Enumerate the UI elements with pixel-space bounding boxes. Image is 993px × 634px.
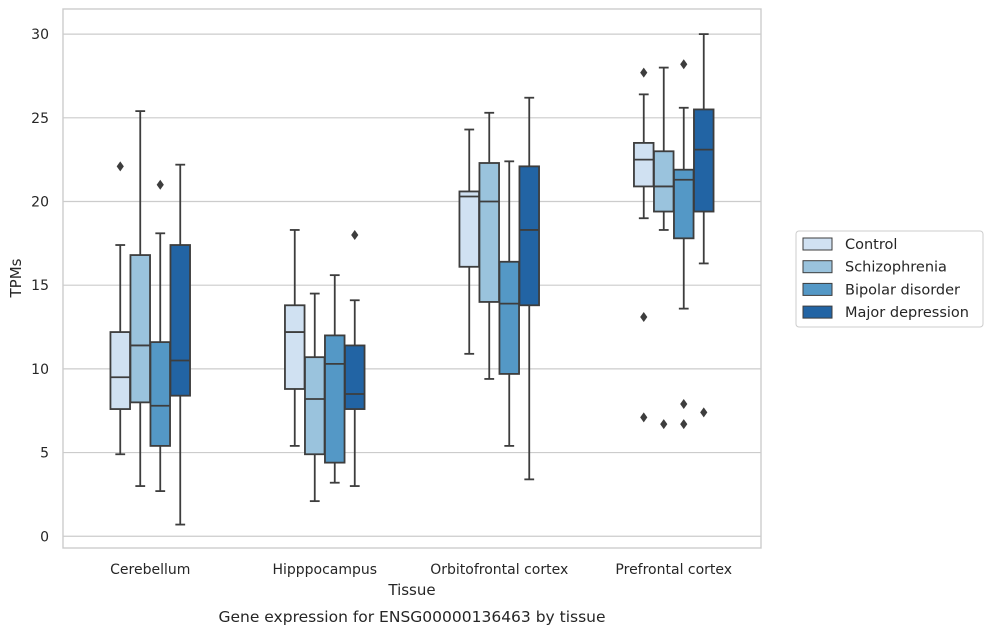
box-iqr (149, 341, 171, 447)
box-iqr (324, 334, 346, 464)
x-axis-ticks: Cerebellum Hipppocampus Orbitofrontal cort… (110, 562, 732, 578)
box-iqr (633, 142, 655, 188)
outlier-point (116, 161, 124, 172)
outlier-point (680, 419, 688, 430)
box (284, 229, 306, 447)
legend-label: Bipolar disorder (845, 282, 960, 298)
box-iqr (129, 254, 151, 404)
legend-swatch (802, 282, 833, 296)
outlier-point (660, 419, 668, 430)
legend-swatch (802, 305, 833, 319)
box (498, 160, 520, 447)
x-tick-label: Hipppocampus (272, 562, 377, 578)
x-axis-title: Tissue (387, 581, 435, 599)
box (518, 96, 540, 481)
box-iqr (498, 260, 520, 375)
x-tick-label: Orbitofrontal cortex (430, 562, 568, 578)
box-iqr (304, 356, 326, 456)
box (478, 111, 500, 380)
plot-frame (62, 8, 762, 549)
legend-swatch (802, 260, 833, 274)
outlier-point (640, 312, 648, 322)
outlier-point (640, 412, 648, 423)
figure-caption: Gene expression for ENSG00000136463 by t… (218, 608, 605, 626)
x-tick-label: Prefrontal cortex (615, 562, 732, 578)
box-iqr (458, 190, 480, 268)
y-tick-label: 5 (40, 446, 49, 462)
box (169, 163, 191, 526)
y-axis-ticks: 0 5 10 15 20 25 30 (31, 27, 49, 545)
outlier-point (680, 399, 688, 410)
box-iqr (653, 150, 675, 213)
legend-frame (795, 230, 984, 328)
y-tick-label: 20 (31, 195, 49, 211)
legend-label: Control (845, 237, 897, 253)
box (344, 229, 366, 487)
box (673, 59, 695, 430)
box-iqr (518, 165, 540, 307)
outlier-point (351, 229, 359, 240)
plot-area (63, 9, 761, 548)
box (633, 67, 655, 423)
box (693, 33, 715, 418)
box-iqr (478, 162, 500, 303)
y-tick-label: 25 (31, 111, 49, 127)
box-iqr (109, 331, 131, 410)
box-iqr (284, 304, 306, 390)
legend-label: Schizophrenia (845, 260, 947, 276)
legend-swatch (802, 237, 833, 251)
box-series (109, 33, 715, 526)
y-tick-label: 10 (31, 362, 49, 378)
box-iqr (344, 344, 366, 410)
x-tick-label: Cerebellum (110, 562, 190, 578)
y-tick-label: 0 (40, 529, 49, 545)
outlier-point (640, 67, 648, 78)
y-tick-label: 30 (31, 27, 49, 43)
outlier-point (156, 179, 164, 190)
box-iqr (169, 244, 191, 397)
legend-label: Major depression (845, 305, 969, 321)
box (324, 274, 346, 484)
box-iqr (693, 108, 715, 213)
box (129, 110, 151, 487)
y-axis-title: TPMs (7, 258, 25, 298)
outlier-point (700, 407, 708, 418)
legend: Control Schizophrenia Bipolar disorder Majo… (795, 230, 984, 328)
outlier-point (680, 59, 688, 70)
y-tick-label: 15 (31, 278, 49, 294)
box (304, 292, 326, 503)
